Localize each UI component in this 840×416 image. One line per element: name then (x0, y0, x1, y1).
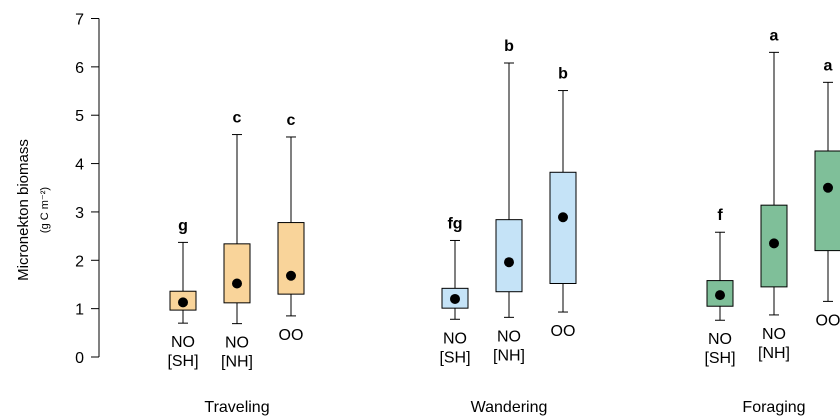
y-tick-label: 6 (75, 60, 84, 77)
category-label: NO (762, 326, 786, 343)
category-label: [NH] (493, 347, 525, 364)
y-axis-units: (g C m⁻²) (39, 187, 51, 233)
median-point (504, 257, 514, 268)
category-label: OO (279, 327, 304, 344)
y-tick-label: 2 (75, 253, 84, 270)
significance-letter: a (770, 27, 779, 44)
box-traveling-1: g NO [SH] (167, 217, 198, 370)
y-axis: 0 1 2 3 4 5 6 7 (75, 12, 100, 367)
median-point (450, 293, 460, 304)
median-point (178, 297, 188, 308)
category-label: [SH] (704, 350, 735, 367)
category-label: [SH] (167, 353, 198, 370)
box-foraging-3: a OO (814, 57, 840, 329)
iqr-box (495, 219, 523, 293)
category-label: NO (225, 335, 249, 352)
category-label: [SH] (439, 349, 470, 366)
box-traveling-3: c OO (277, 112, 305, 344)
iqr-box (814, 150, 840, 252)
significance-letter: a (824, 57, 833, 74)
significance-letter: b (504, 38, 514, 55)
median-point (232, 278, 242, 289)
box-wandering-1: fg NO [SH] (439, 215, 470, 366)
y-tick-label: 7 (75, 12, 84, 29)
category-label: NO (708, 331, 732, 348)
median-point (286, 270, 296, 281)
y-tick-label: 3 (75, 205, 84, 222)
group-label-foraging: Foraging (742, 399, 805, 416)
box-traveling-2: c NO [NH] (221, 110, 253, 371)
median-point (769, 238, 779, 249)
box-foraging-2: a NO [NH] (758, 27, 790, 362)
median-point (558, 212, 568, 223)
y-tick-label: 5 (75, 108, 84, 125)
box-foraging-1: f NO [SH] (704, 207, 735, 367)
median-point (823, 182, 833, 193)
category-label: NO (497, 328, 521, 345)
box-wandering-3: b OO (549, 66, 577, 340)
iqr-box (223, 243, 251, 304)
iqr-box (549, 171, 577, 284)
significance-letter: b (558, 66, 568, 83)
group-label-wandering: Wandering (471, 399, 548, 416)
category-label: [NH] (758, 345, 790, 362)
category-label: NO (443, 330, 467, 347)
y-tick-label: 1 (75, 302, 84, 319)
box-wandering-2: b NO [NH] (493, 38, 525, 364)
significance-letter: fg (447, 215, 462, 232)
group-label-traveling: Traveling (204, 399, 269, 416)
category-label: [NH] (221, 354, 253, 371)
significance-letter: c (233, 110, 242, 127)
significance-letter: c (287, 112, 296, 129)
category-label: NO (171, 334, 195, 351)
y-tick-label: 0 (75, 350, 84, 367)
category-label: OO (816, 312, 840, 329)
significance-letter: f (717, 207, 723, 224)
median-point (715, 290, 725, 301)
plot-area: g NO [SH] c NO [NH] c OO Traveling fg NO [SH] b NO [NH… (167, 27, 840, 416)
y-tick-label: 4 (75, 157, 84, 174)
significance-letter: g (178, 217, 188, 234)
y-axis-label: Micronekton biomass (15, 139, 32, 281)
iqr-box (277, 222, 305, 295)
category-label: OO (551, 323, 576, 340)
